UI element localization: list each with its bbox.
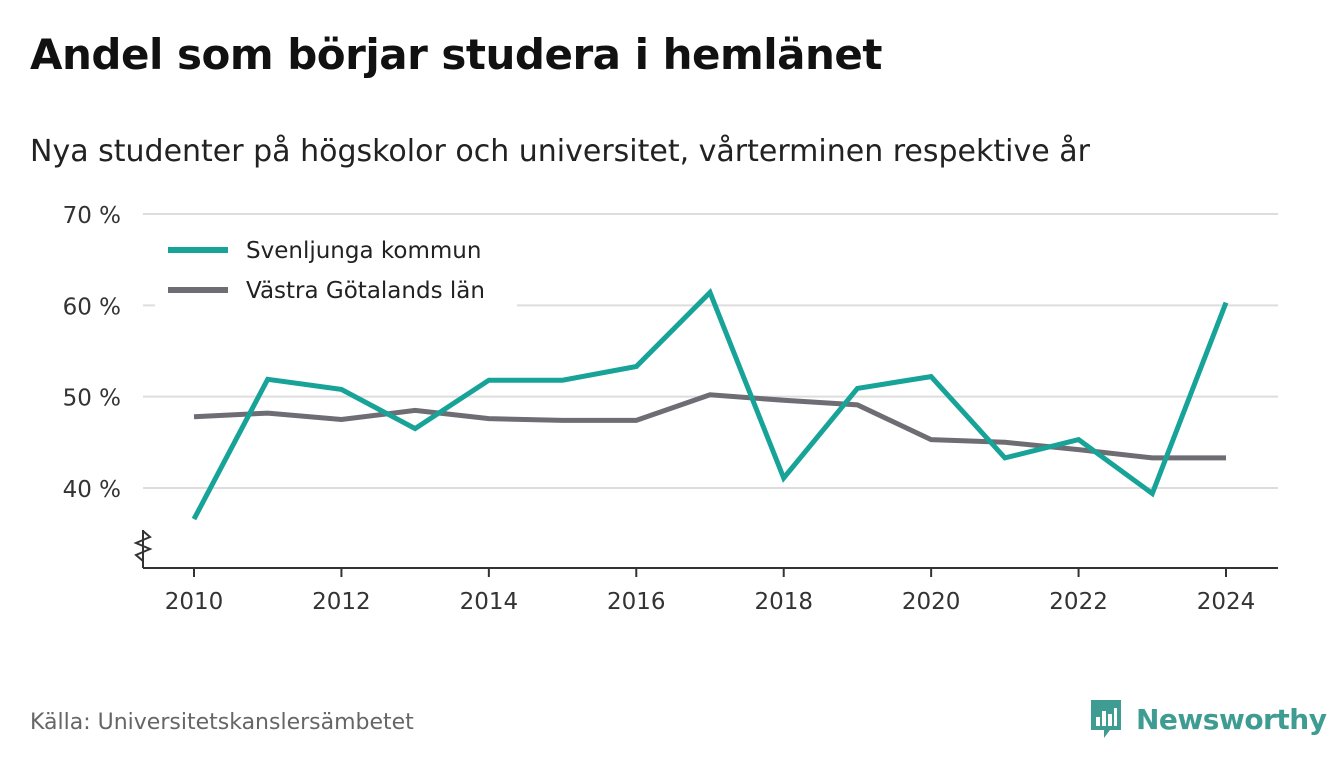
source-note: Källa: Universitetskanslersämbetet [30, 710, 414, 735]
series-line-1 [193, 392, 1226, 461]
series-lines [191, 288, 1229, 521]
legend-label-0: Svenljunga kommun [246, 238, 481, 264]
gridlines [143, 213, 1278, 489]
newsworthy-logo-icon [1091, 700, 1121, 738]
x-tick-label: 2010 [165, 589, 224, 615]
legend-background [155, 228, 517, 316]
axes [133, 530, 1278, 569]
chart-subtitle: Nya studenter på högskolor och universit… [30, 134, 1090, 169]
axis-break-icon [133, 530, 153, 562]
x-axis-ticks: 2010 2012 2014 2016 2018 2020 2022 2024 [165, 568, 1256, 615]
x-tick-label: 2022 [1049, 589, 1108, 615]
x-tick-label: 2020 [902, 589, 961, 615]
newsworthy-logo: Newsworthy [1088, 697, 1327, 741]
x-tick-label: 2012 [312, 589, 371, 615]
legend-label-1: Västra Götalands län [246, 278, 485, 304]
chart-title: Andel som börjar studera i hemlänet [30, 30, 883, 79]
series-line-0 [191, 288, 1229, 521]
x-tick-label: 2014 [460, 589, 519, 615]
y-tick-label: 60 % [63, 294, 121, 320]
x-tick-label: 2016 [607, 589, 666, 615]
x-tick-label: 2024 [1197, 589, 1256, 615]
legend: Svenljunga kommun Västra Götalands län [155, 228, 517, 316]
y-axis-ticks: 40 % 50 % 60 % 70 % [63, 203, 121, 503]
y-tick-label: 40 % [63, 477, 121, 503]
y-tick-label: 50 % [63, 386, 121, 412]
x-tick-label: 2018 [754, 589, 813, 615]
y-tick-label: 70 % [63, 203, 121, 229]
brand-name: Newsworthy [1136, 702, 1327, 736]
